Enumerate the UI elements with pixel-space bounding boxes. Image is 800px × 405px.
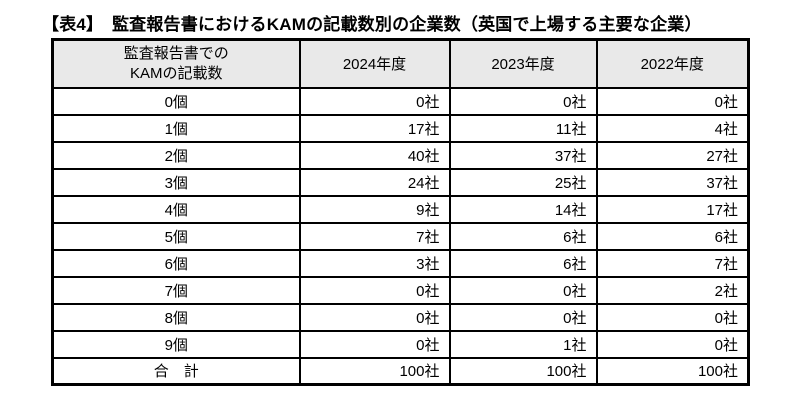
table-row: 7個 0社 0社 2社	[51, 275, 750, 305]
row-value: 24社	[298, 167, 451, 197]
row-value: 0社	[448, 86, 598, 116]
row-value: 37社	[448, 140, 598, 170]
row-label: 5個	[51, 221, 301, 251]
row-value: 17社	[298, 113, 451, 143]
table-row: 9個 0社 1社 0社	[51, 329, 750, 359]
table-row: 6個 3社 6社 7社	[51, 248, 750, 278]
table-row: 0個 0社 0社 0社	[51, 86, 750, 116]
table-caption: 【表4】 監査報告書におけるKAMの記載数別の企業数（英国で上場する主要な企業）	[42, 15, 702, 34]
row-value: 6社	[448, 221, 598, 251]
row-value: 0社	[448, 275, 598, 305]
table-body: 0個 0社 0社 0社 1個 17社 11社 4社 2個 40社 37社 27社 3個 24社 25社 37社…	[51, 86, 750, 386]
table-row: 3個 24社 25社 37社	[51, 167, 750, 197]
row-value: 100社	[448, 356, 598, 386]
row-label: 0個	[51, 86, 301, 116]
row-value: 0社	[298, 302, 451, 332]
row-label: 4個	[51, 194, 301, 224]
table-row: 1個 17社 11社 4社	[51, 113, 750, 143]
row-label: 1個	[51, 113, 301, 143]
row-value: 17社	[595, 194, 750, 224]
row-value: 3社	[298, 248, 451, 278]
row-value: 37社	[595, 167, 750, 197]
row-value: 27社	[595, 140, 750, 170]
table-header: 監査報告書での KAMの記載数 2024年度 2023年度 2022年度	[51, 38, 750, 89]
header-year-2022: 2022年度	[595, 38, 750, 89]
row-label: 6個	[51, 248, 301, 278]
table-row: 4個 9社 14社 17社	[51, 194, 750, 224]
header-row: 監査報告書での KAMの記載数 2024年度 2023年度 2022年度	[51, 38, 750, 89]
row-value: 4社	[595, 113, 750, 143]
row-value: 14社	[448, 194, 598, 224]
row-label: 9個	[51, 329, 301, 359]
row-value: 0社	[595, 329, 750, 359]
header-kam-count-line2: KAMの記載数	[129, 64, 223, 82]
row-value: 0社	[298, 329, 451, 359]
row-value: 6社	[448, 248, 598, 278]
row-value: 0社	[448, 302, 598, 332]
row-label: 3個	[51, 167, 301, 197]
row-value: 25社	[448, 167, 598, 197]
kam-count-table: 監査報告書での KAMの記載数 2024年度 2023年度 2022年度 0個 0…	[51, 38, 750, 386]
table-row: 合 計 100社 100社 100社	[51, 356, 750, 386]
row-value: 100社	[595, 356, 750, 386]
row-value: 2社	[595, 275, 750, 305]
row-value: 40社	[298, 140, 451, 170]
row-label: 2個	[51, 140, 301, 170]
row-value: 7社	[595, 248, 750, 278]
row-label: 7個	[51, 275, 301, 305]
row-label: 8個	[51, 302, 301, 332]
row-value: 0社	[595, 86, 750, 116]
row-value: 0社	[595, 302, 750, 332]
table-row: 5個 7社 6社 6社	[51, 221, 750, 251]
row-value: 6社	[595, 221, 750, 251]
header-kam-count-line1: 監査報告書での	[123, 44, 229, 62]
row-value: 0社	[298, 275, 451, 305]
header-year-2023: 2023年度	[448, 38, 598, 89]
header-kam-count: 監査報告書での KAMの記載数	[51, 38, 301, 89]
header-year-2024: 2024年度	[298, 38, 451, 89]
row-value: 9社	[298, 194, 451, 224]
table-row: 8個 0社 0社 0社	[51, 302, 750, 332]
row-value: 1社	[448, 329, 598, 359]
table-row: 2個 40社 37社 27社	[51, 140, 750, 170]
row-value: 0社	[298, 86, 451, 116]
row-value: 7社	[298, 221, 451, 251]
row-value: 11社	[448, 113, 598, 143]
row-value: 100社	[298, 356, 451, 386]
row-label: 合 計	[51, 356, 301, 386]
